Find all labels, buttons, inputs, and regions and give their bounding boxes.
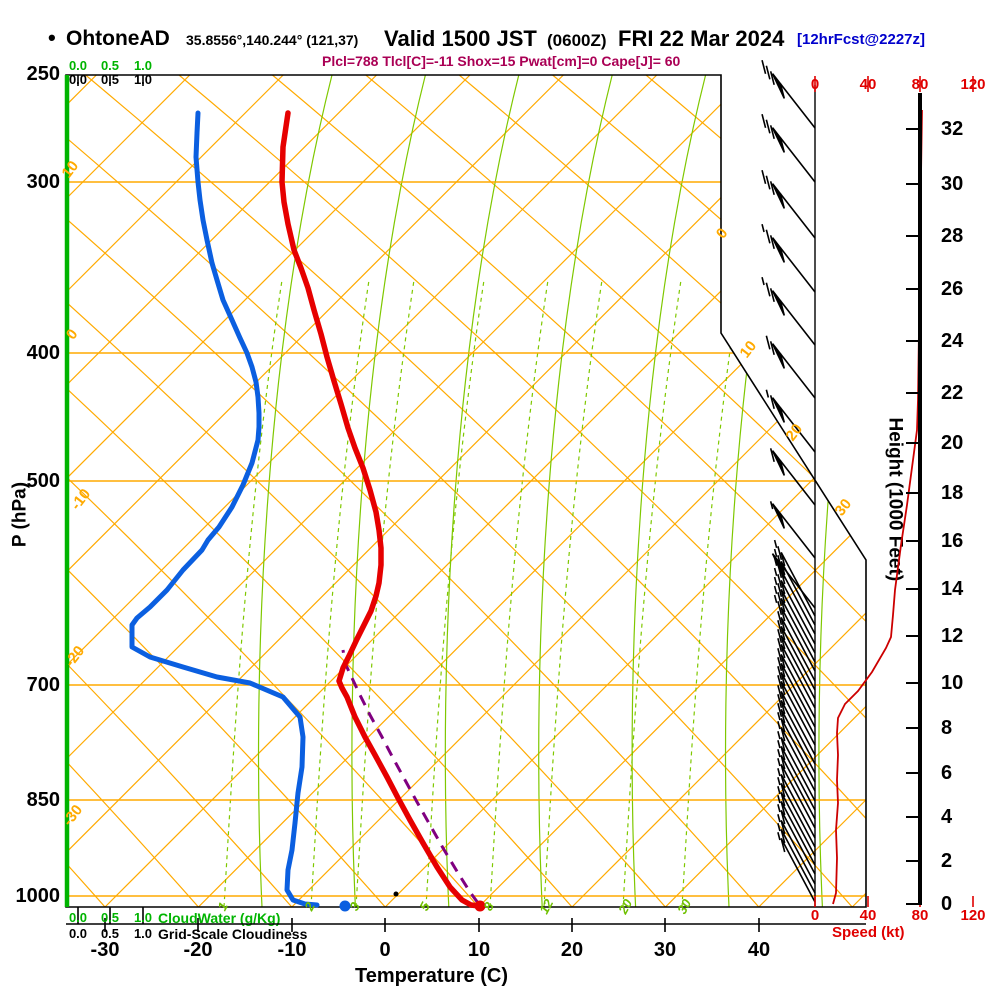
speed-tick-label-bottom: 80 <box>911 907 929 924</box>
wind-barbs <box>761 60 816 903</box>
temperature-tick-label: 20 <box>560 939 584 961</box>
valid-time: Valid 1500 JST <box>384 26 537 51</box>
height-tick-label: 20 <box>941 432 964 454</box>
station-coordinates: 35.8556°,140.244° (121,37) <box>186 32 359 48</box>
height-tick-label: 26 <box>941 278 964 300</box>
cloudwater-scale-top: 1.0 <box>133 58 153 73</box>
isotherm-lines <box>66 75 866 907</box>
temperature-curve <box>279 110 482 909</box>
height-tick-label: 16 <box>941 530 964 552</box>
temperature-tick-label: -10 <box>277 939 307 961</box>
valid-time-utc: (0600Z) <box>547 31 607 50</box>
cloudiness-scale-top: 0.5 <box>100 72 120 87</box>
moist-adiabat-lines <box>257 75 866 907</box>
temperature-axis-title: Temperature (C) <box>355 965 508 987</box>
cloudwater-scale-top: 0.0 <box>68 58 88 73</box>
speed-axis-ticks <box>814 76 974 907</box>
speed-tick-label-top: 40 <box>859 76 877 93</box>
height-tick-label: 24 <box>941 330 964 352</box>
height-tick-label: 12 <box>941 625 964 647</box>
speed-tick-label-bottom: 120 <box>960 907 986 924</box>
plot-border <box>65 74 867 908</box>
pressure-tick-label: 250 <box>26 63 60 85</box>
speed-tick-label-top: 0 <box>810 76 820 93</box>
temperature-axis <box>66 75 866 932</box>
temperature-tick-label: 0 <box>379 939 391 961</box>
station-bullet-icon: • <box>48 25 56 50</box>
cloudiness-scale-top: 0.0 <box>68 72 88 87</box>
cloudiness-scale-bottom: 0.5 <box>100 926 120 941</box>
height-tick-label: 18 <box>941 482 964 504</box>
height-tick-label: 0 <box>941 893 953 915</box>
height-tick-label: 6 <box>941 762 953 784</box>
cloudiness-scale-bottom: 0.0 <box>68 926 88 941</box>
cloudiness-legend: Grid-Scale Cloudiness <box>158 926 308 942</box>
height-tick-label: 4 <box>941 806 953 828</box>
forecast-hour: [12hrFcst@2227z] <box>797 31 926 48</box>
cloudwater-scale-bottom: 0.0 <box>68 910 88 925</box>
dry-adiabat-lines <box>66 75 866 907</box>
height-tick-label: 28 <box>941 225 964 247</box>
speed-axis-title: Speed (kt) <box>832 924 905 941</box>
valid-date: FRI 22 Mar 2024 <box>618 26 785 51</box>
surface-temp-dot <box>474 900 486 912</box>
pressure-tick-label: 400 <box>26 342 60 364</box>
height-tick-label: 8 <box>941 717 953 739</box>
station-name: OhtoneAD <box>66 27 170 50</box>
temperature-tick-label: -30 <box>90 939 120 961</box>
pressure-tick-label: 500 <box>26 470 60 492</box>
temperature-tick-label: -20 <box>183 939 213 961</box>
surface-marker-dot <box>393 891 399 897</box>
speed-tick-label-top: 120 <box>960 76 986 93</box>
surface-dewpoint-dot <box>339 900 351 912</box>
cloudiness-scale-top: 1.0 <box>133 72 153 87</box>
temperature-tick-label: 10 <box>467 939 491 961</box>
height-tick-label: 32 <box>941 118 964 140</box>
dewpoint-curve <box>129 110 320 908</box>
parcel-curve <box>341 649 480 904</box>
speed-tick-label-bottom: 40 <box>859 907 877 924</box>
pressure-tick-label: 850 <box>26 789 60 811</box>
cloudwater-legend: CloudWater (g/Kg) <box>158 910 281 926</box>
temperature-tick-label: 30 <box>653 939 677 961</box>
background-grid <box>66 75 866 907</box>
height-tick-label: 30 <box>941 173 964 195</box>
temperature-tick-label: 40 <box>747 939 771 961</box>
stability-indices: Plcl=788 Tlcl[C]=-11 Shox=15 Pwat[cm]=0 … <box>322 53 681 69</box>
pressure-tick-label: 300 <box>26 171 60 193</box>
cloudwater-scale-bottom: 1.0 <box>133 910 153 925</box>
speed-tick-label-top: 80 <box>911 76 929 93</box>
height-tick-label: 22 <box>941 382 964 404</box>
speed-tick-label-bottom: 0 <box>810 907 820 924</box>
height-axis <box>906 93 922 905</box>
height-tick-label: 2 <box>941 850 953 872</box>
height-tick-label: 10 <box>941 672 964 694</box>
pressure-tick-label: 700 <box>26 674 60 696</box>
height-tick-label: 14 <box>941 578 964 600</box>
mixing-ratio-lines <box>223 279 741 907</box>
cloudwater-scale-top: 0.5 <box>100 58 120 73</box>
cloudwater-scale-bottom: 0.5 <box>100 910 120 925</box>
cloudiness-scale-bottom: 1.0 <box>133 926 153 941</box>
pressure-tick-label: 1000 <box>15 885 61 907</box>
